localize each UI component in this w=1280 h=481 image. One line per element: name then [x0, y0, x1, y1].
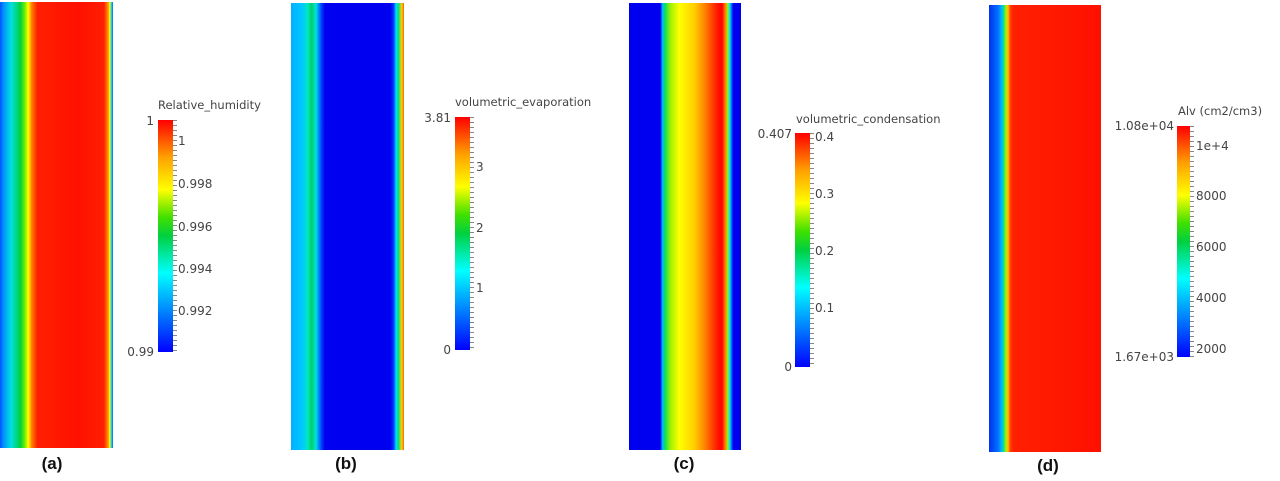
- tick-b-0: 3: [476, 160, 484, 174]
- colorbar-d: [1177, 126, 1190, 357]
- caption-c: (c): [673, 454, 695, 473]
- tick-a-2: 0.996: [178, 220, 213, 234]
- colorbar-a: [158, 120, 173, 352]
- tick-b-1: 2: [476, 221, 484, 235]
- colorbar-b: [455, 117, 470, 350]
- tick-c-2: 0.2: [815, 244, 835, 258]
- tick-a-3: 0.994: [178, 262, 213, 276]
- tick-d-1: 8000: [1196, 189, 1227, 203]
- contour-field-volumetric-evaporation: [291, 3, 404, 450]
- colorbar-min-d: 1.67e+03: [1114, 350, 1174, 364]
- colorbar-ticks-c: [810, 133, 814, 367]
- tick-c-1: 0.3: [815, 187, 835, 201]
- tick-c-3: 0.1: [815, 301, 835, 315]
- colorbar-max-b: 3.81: [424, 111, 451, 125]
- colorbar-title-c: volumetric_condensation: [796, 112, 941, 126]
- colorbar-title-d: Alv (cm2/cm3): [1178, 104, 1263, 118]
- colorbar-max-a: 1: [146, 114, 154, 128]
- tick-a-4: 0.992: [178, 304, 213, 318]
- tick-d-3: 4000: [1196, 291, 1227, 305]
- colorbar-title-a: Relative_humidity: [158, 98, 261, 112]
- tick-b-2: 1: [476, 281, 484, 295]
- colorbar-max-c: 0.407: [757, 127, 792, 141]
- tick-c-0: 0.4: [815, 130, 835, 144]
- colorbar-max-d: 1.08e+04: [1114, 119, 1174, 133]
- contour-field-volumetric-condensation: [629, 3, 741, 450]
- colorbar-c: [795, 133, 810, 367]
- colorbar-min-a: 0.99: [127, 345, 154, 359]
- colorbar-min-c: 0: [784, 360, 792, 374]
- colorbar-title-b: volumetric_evaporation: [455, 95, 592, 109]
- caption-d: (d): [1037, 456, 1059, 475]
- contour-field-relative-humidity: [0, 2, 113, 448]
- colorbar-ticks-d: [1190, 126, 1194, 357]
- tick-d-0: 1e+4: [1196, 139, 1229, 153]
- colorbar-min-b: 0: [443, 343, 451, 357]
- tick-a-1: 0.998: [178, 177, 213, 191]
- caption-a: (a): [41, 454, 63, 473]
- colorbar-ticks-b: [470, 117, 474, 350]
- contour-field-alv: [989, 5, 1101, 452]
- tick-d-4: 2000: [1196, 342, 1227, 356]
- caption-b: (b): [335, 454, 357, 473]
- tick-d-2: 6000: [1196, 240, 1227, 254]
- colorbar-ticks-a: [173, 120, 177, 352]
- tick-a-0: 1: [178, 134, 186, 148]
